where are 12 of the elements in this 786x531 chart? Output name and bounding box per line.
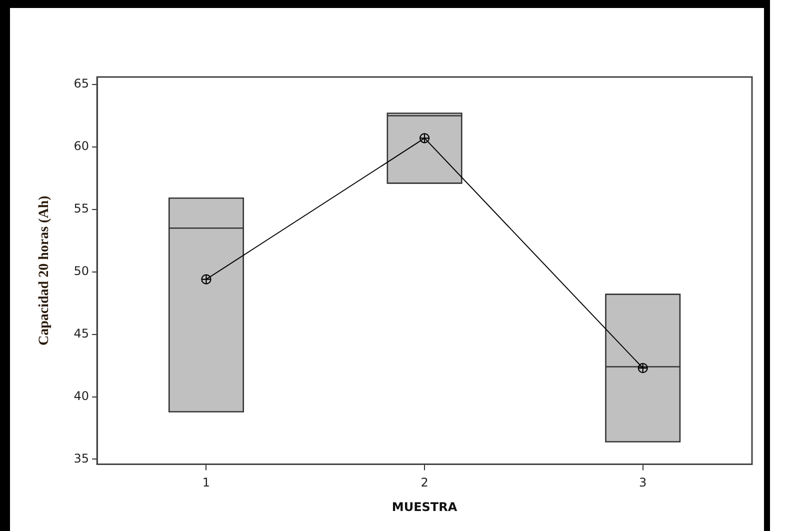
y-tick-label: 40 <box>74 388 90 403</box>
y-tick-label: 65 <box>74 76 90 91</box>
x-axis-title: MUESTRA <box>392 500 458 514</box>
y-tick-label: 55 <box>74 202 90 216</box>
y-tick-label: 50 <box>74 264 90 278</box>
y-tick-label: 45 <box>74 326 90 340</box>
y-tick-label: 35 <box>74 451 90 466</box>
x-tick-label: 1 <box>202 476 210 490</box>
y-axis-title: Capacidad 20 horas (Ah) <box>37 195 52 346</box>
x-tick-label: 2 <box>420 476 428 490</box>
x-tick-label: 3 <box>639 476 647 490</box>
y-tick-label: 60 <box>74 139 90 154</box>
